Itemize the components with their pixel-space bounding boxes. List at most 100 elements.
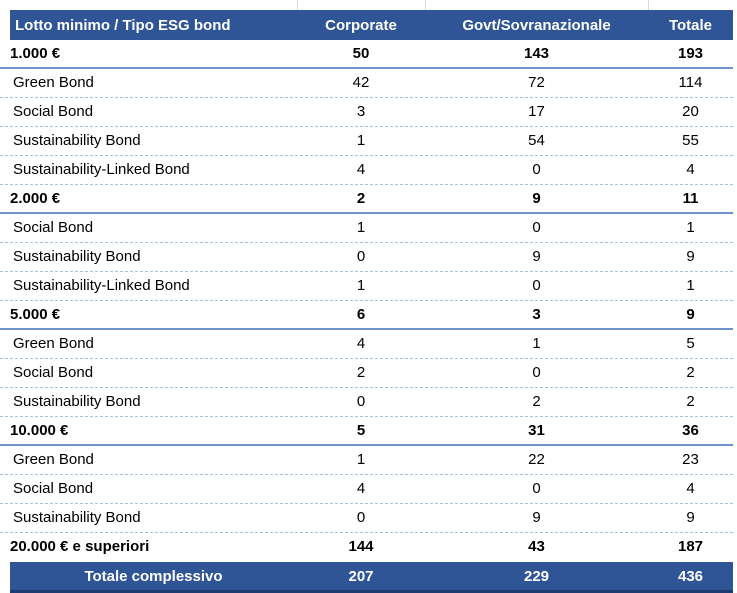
header-totale: Totale <box>668 16 713 34</box>
corporate-value: 2 <box>356 364 366 381</box>
table-row: Sustainability Bond 0 2 2 <box>0 388 733 417</box>
table-row: Sustainability-Linked Bond 1 0 1 <box>0 272 733 301</box>
corporate-value: 0 <box>356 393 366 410</box>
header-lotto-minimo: Lotto minimo / Tipo ESG bond <box>15 16 231 34</box>
totale-value: 9 <box>686 509 695 526</box>
corporate-value: 0 <box>356 509 366 526</box>
table-header-row: Lotto minimo / Tipo ESG bond Corporate G… <box>10 10 733 40</box>
corporate-value: 2 <box>356 190 366 207</box>
totale-value: 4 <box>686 161 695 178</box>
corporate-value: 6 <box>356 306 366 323</box>
totale-value: 20 <box>682 103 699 120</box>
row-label: Sustainability Bond <box>13 393 141 410</box>
corporate-value: 0 <box>356 248 366 265</box>
table-group-row: 5.000 € 6 3 9 <box>0 301 733 330</box>
govt-value: 9 <box>532 248 541 265</box>
totale-value: 1 <box>686 277 695 294</box>
table-row: Social Bond 1 0 1 <box>0 214 733 243</box>
spreadsheet-gridline-strip <box>0 0 737 10</box>
corporate-value: 3 <box>356 103 366 120</box>
govt-value: 2 <box>532 393 541 410</box>
totale-value: 114 <box>678 74 703 91</box>
totale-value: 9 <box>686 248 695 265</box>
table-group-row: 2.000 € 2 9 11 <box>0 185 733 214</box>
gridline <box>648 0 649 10</box>
totale-value: 193 <box>677 45 704 62</box>
footer-corporate-total: 207 <box>348 567 374 585</box>
row-label: Sustainability-Linked Bond <box>13 161 190 178</box>
footer-grand-total: 436 <box>677 567 704 585</box>
table-row: Sustainability Bond 0 9 9 <box>0 243 733 272</box>
table-group-row: 1.000 € 50 143 193 <box>0 40 733 69</box>
table-footer-row: Totale complessivo 207 229 436 <box>10 562 733 593</box>
footer-govt-total: 229 <box>523 567 550 585</box>
totale-value: 11 <box>682 190 699 207</box>
totale-value: 9 <box>686 306 695 323</box>
header-corporate: Corporate <box>325 16 397 34</box>
corporate-value: 1 <box>356 219 366 236</box>
totale-value: 1 <box>686 219 695 236</box>
table-row: Sustainability Bond 1 54 55 <box>0 127 733 156</box>
govt-value: 43 <box>528 538 545 555</box>
row-label: Social Bond <box>13 364 94 381</box>
gridline <box>425 0 426 10</box>
totale-value: 4 <box>686 480 695 497</box>
totale-value: 2 <box>686 364 695 381</box>
corporate-value: 1 <box>356 132 366 149</box>
govt-value: 72 <box>528 74 545 91</box>
table-row: Green Bond 42 72 114 <box>0 69 733 98</box>
row-label: Sustainability-Linked Bond <box>13 277 190 294</box>
corporate-value: 50 <box>352 45 370 62</box>
govt-value: 17 <box>528 103 545 120</box>
row-label: Green Bond <box>13 335 94 352</box>
totale-value: 2 <box>686 393 695 410</box>
corporate-value: 4 <box>356 480 366 497</box>
totale-value: 36 <box>682 422 699 439</box>
govt-value: 0 <box>532 219 541 236</box>
totale-value: 23 <box>682 451 699 468</box>
govt-value: 0 <box>532 364 541 381</box>
row-label: Sustainability Bond <box>13 248 141 265</box>
row-label: Social Bond <box>13 103 94 120</box>
table-row: Social Bond 4 0 4 <box>0 475 733 504</box>
row-label: 2.000 € <box>10 190 61 207</box>
totale-value: 55 <box>682 132 699 149</box>
corporate-value: 4 <box>356 161 366 178</box>
row-label: Green Bond <box>13 451 94 468</box>
gridline <box>297 0 298 10</box>
row-label: 5.000 € <box>10 306 61 323</box>
row-label: Social Bond <box>13 480 94 497</box>
totale-value: 5 <box>686 335 695 352</box>
govt-value: 22 <box>528 451 545 468</box>
row-label: Green Bond <box>13 74 94 91</box>
table-row: Social Bond 2 0 2 <box>0 359 733 388</box>
row-label: Sustainability Bond <box>13 132 141 149</box>
govt-value: 9 <box>532 509 541 526</box>
table-row: Social Bond 3 17 20 <box>0 98 733 127</box>
table-row: Sustainability Bond 0 9 9 <box>0 504 733 533</box>
corporate-value: 4 <box>356 335 366 352</box>
row-label: Social Bond <box>13 219 94 236</box>
header-govt-sovranazionale: Govt/Sovranazionale <box>462 16 611 34</box>
table-group-row: 20.000 € e superiori 144 43 187 <box>0 533 733 562</box>
footer-label: Totale complessivo <box>84 567 223 585</box>
govt-value: 54 <box>528 132 545 149</box>
totale-value: 187 <box>677 538 704 555</box>
table-group-row: 10.000 € 5 31 36 <box>0 417 733 446</box>
table-row: Sustainability-Linked Bond 4 0 4 <box>0 156 733 185</box>
govt-value: 0 <box>532 480 541 497</box>
row-label: 20.000 € e superiori <box>10 538 150 555</box>
corporate-value: 1 <box>356 277 366 294</box>
govt-value: 31 <box>528 422 545 439</box>
corporate-value: 144 <box>348 538 374 555</box>
table-row: Green Bond 4 1 5 <box>0 330 733 359</box>
govt-value: 143 <box>523 45 550 62</box>
corporate-value: 5 <box>356 422 366 439</box>
row-label: Sustainability Bond <box>13 509 141 526</box>
govt-value: 0 <box>532 161 541 178</box>
table-row: Green Bond 1 22 23 <box>0 446 733 475</box>
govt-value: 0 <box>532 277 541 294</box>
corporate-value: 1 <box>356 451 366 468</box>
govt-value: 3 <box>532 306 541 323</box>
